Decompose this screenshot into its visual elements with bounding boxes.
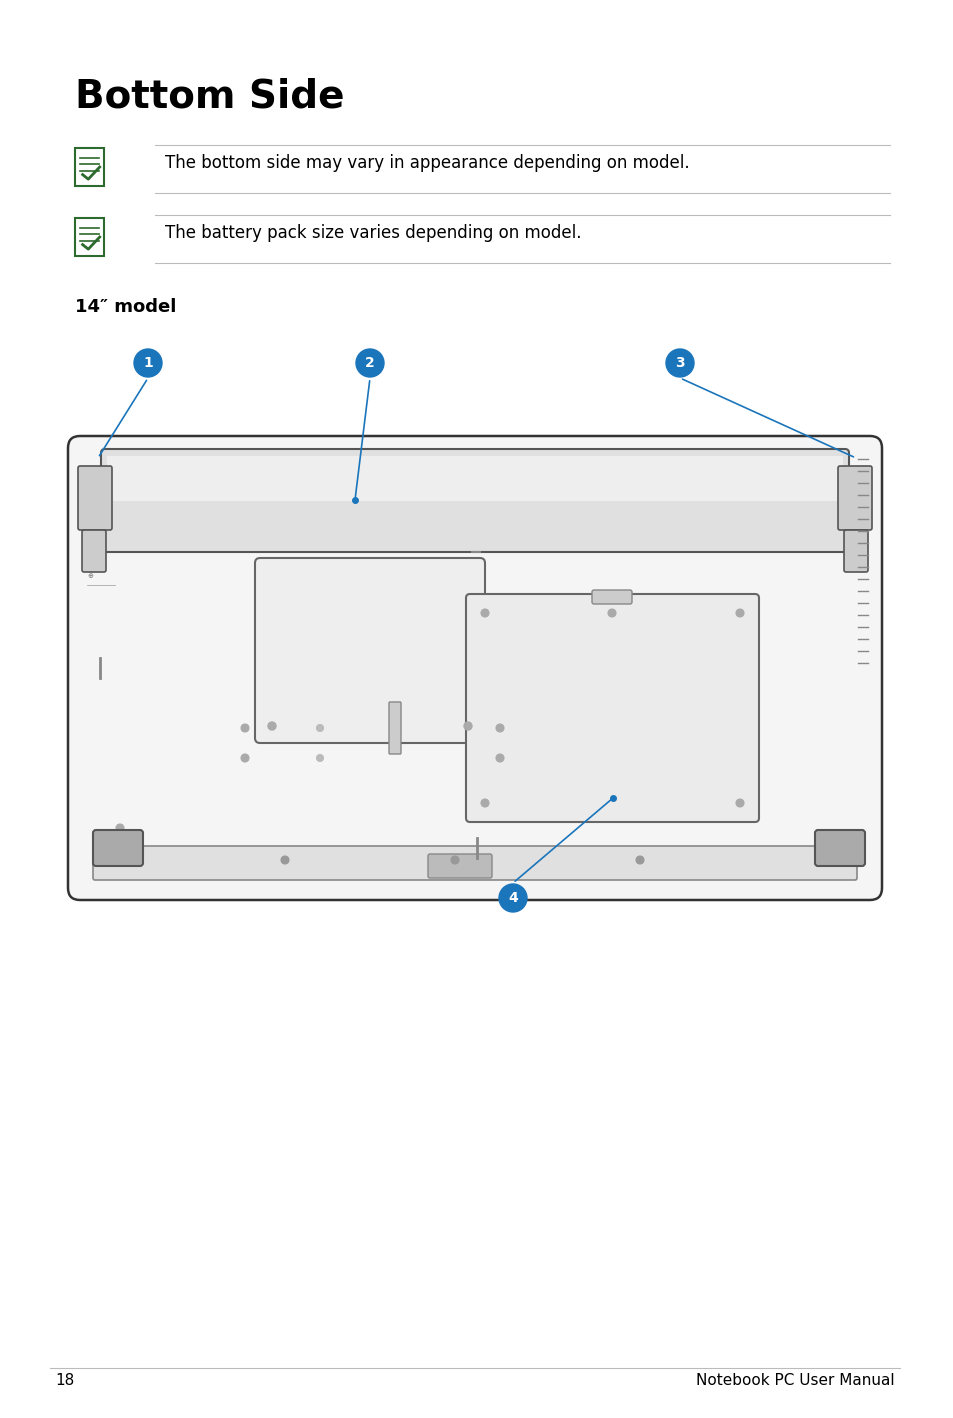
Circle shape: [496, 754, 503, 761]
Circle shape: [607, 608, 616, 617]
Circle shape: [316, 754, 323, 761]
Circle shape: [241, 725, 249, 732]
FancyBboxPatch shape: [68, 435, 882, 900]
FancyBboxPatch shape: [389, 702, 400, 754]
FancyBboxPatch shape: [82, 530, 106, 571]
FancyBboxPatch shape: [465, 594, 759, 822]
Text: 18: 18: [55, 1373, 74, 1388]
Text: 14″ model: 14″ model: [75, 298, 176, 316]
Circle shape: [133, 349, 162, 377]
Text: The battery pack size varies depending on model.: The battery pack size varies depending o…: [165, 224, 581, 242]
Circle shape: [281, 856, 289, 864]
FancyBboxPatch shape: [75, 147, 103, 186]
FancyBboxPatch shape: [92, 847, 856, 881]
Circle shape: [835, 856, 843, 864]
Circle shape: [480, 798, 489, 807]
Circle shape: [498, 883, 526, 912]
FancyBboxPatch shape: [428, 854, 492, 878]
Circle shape: [355, 349, 384, 377]
Circle shape: [101, 849, 109, 856]
Circle shape: [241, 754, 249, 761]
FancyBboxPatch shape: [592, 590, 631, 604]
FancyBboxPatch shape: [843, 530, 867, 571]
FancyBboxPatch shape: [254, 559, 484, 743]
Circle shape: [316, 725, 323, 732]
Circle shape: [268, 722, 275, 730]
Text: ⊕: ⊕: [87, 573, 92, 579]
Text: 4: 4: [508, 891, 517, 905]
FancyBboxPatch shape: [78, 467, 112, 530]
Circle shape: [106, 856, 113, 864]
Text: 3: 3: [675, 356, 684, 370]
FancyBboxPatch shape: [92, 830, 143, 866]
Circle shape: [636, 856, 643, 864]
Text: 2: 2: [365, 356, 375, 370]
Circle shape: [665, 349, 693, 377]
Circle shape: [735, 798, 743, 807]
FancyBboxPatch shape: [101, 450, 848, 552]
Circle shape: [451, 856, 458, 864]
Circle shape: [116, 824, 124, 832]
Text: 1: 1: [143, 356, 152, 370]
Circle shape: [463, 722, 472, 730]
Text: Bottom Side: Bottom Side: [75, 78, 344, 116]
Circle shape: [496, 725, 503, 732]
Text: Notebook PC User Manual: Notebook PC User Manual: [696, 1373, 894, 1388]
FancyBboxPatch shape: [107, 457, 842, 501]
FancyBboxPatch shape: [75, 218, 103, 257]
Circle shape: [735, 608, 743, 617]
FancyBboxPatch shape: [837, 467, 871, 530]
Circle shape: [480, 608, 489, 617]
Text: The bottom side may vary in appearance depending on model.: The bottom side may vary in appearance d…: [165, 155, 689, 172]
Circle shape: [850, 849, 858, 856]
FancyBboxPatch shape: [814, 830, 864, 866]
